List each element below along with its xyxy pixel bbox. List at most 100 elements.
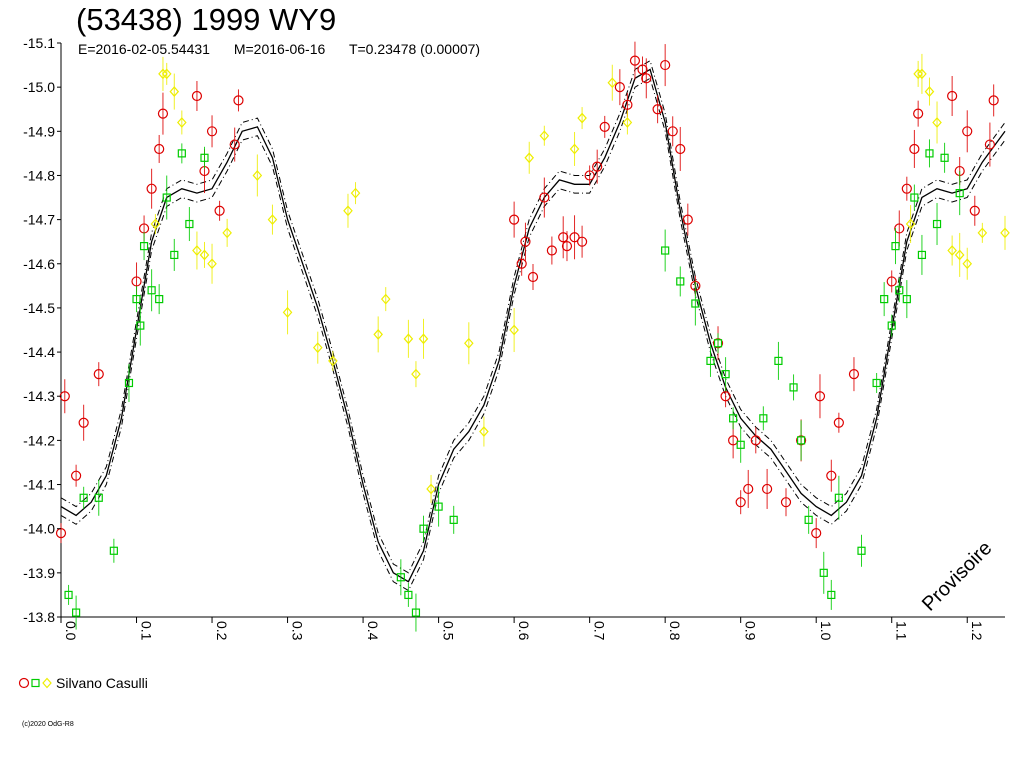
data-point-diamond <box>962 258 973 270</box>
data-point-square <box>925 149 934 158</box>
data-point-circle <box>988 95 999 106</box>
data-point-square <box>902 294 911 304</box>
data-point-square <box>891 242 900 251</box>
data-point-square <box>887 321 896 330</box>
data-point-circle <box>576 236 588 247</box>
data-point-diamond <box>207 258 217 270</box>
x-axis-ticks: 0.0 0.1 0.2 0.3 0.4 0.5 0.6 0.7 0.8 0.9 1.0 1.1 1.2 <box>60 617 985 641</box>
data-point-circle <box>814 391 826 402</box>
data-point-diamond <box>411 368 421 380</box>
data-point-circle <box>894 223 905 234</box>
fit-curve-upper-band <box>60 59 1006 574</box>
data-point-circle <box>622 99 633 110</box>
data-point-square <box>132 294 141 304</box>
data-point-square <box>955 189 964 198</box>
epoch-label: E=2016-02-05.54431 <box>78 41 210 57</box>
data-point-square <box>834 493 843 502</box>
data-point-square <box>136 321 145 330</box>
data-point-circle <box>629 55 641 66</box>
data-point-circle <box>660 59 671 71</box>
chart-title: (53438) 1999 WY9 <box>76 2 337 37</box>
data-point-diamond <box>426 483 436 495</box>
x-tick-label: 0.0 <box>63 621 79 641</box>
fit-curve <box>60 68 1006 583</box>
period-label: T=0.23478 (0.00007) <box>348 41 481 57</box>
y-tick-label: -13.8 <box>23 609 55 625</box>
data-point-circle <box>637 64 648 75</box>
data-point-square <box>162 193 171 202</box>
y-tick-label: -14.7 <box>23 212 55 228</box>
y-tick-label: -14.5 <box>23 300 55 316</box>
y-tick-label: -15.0 <box>23 79 55 95</box>
x-tick-label: 0.5 <box>441 621 457 641</box>
data-point-square <box>721 370 730 379</box>
data-point-circle <box>947 90 958 102</box>
data-point-square <box>706 356 715 366</box>
data-point-square <box>661 246 670 255</box>
data-point-circle <box>969 205 980 216</box>
x-tick-label: 1.0 <box>818 621 834 641</box>
data-point-diamond <box>150 218 161 230</box>
data-point-diamond <box>328 355 338 367</box>
data-point-diamond <box>622 117 633 128</box>
data-point-diamond <box>464 337 474 349</box>
data-point-square <box>185 219 194 229</box>
data-points <box>55 41 1010 632</box>
data-point-square <box>910 193 919 202</box>
data-point-diamond <box>161 68 172 80</box>
data-point-diamond <box>177 117 187 128</box>
data-point-circle <box>78 417 89 428</box>
data-point-square <box>396 573 405 582</box>
data-point-square <box>932 219 942 229</box>
data-point-square <box>109 546 118 555</box>
data-point-diamond <box>158 68 168 80</box>
x-tick-label: 0.3 <box>290 621 306 641</box>
data-point-circle <box>527 271 539 283</box>
data-point-square <box>713 339 723 348</box>
data-point-square <box>759 414 768 423</box>
data-point-square <box>79 493 88 502</box>
data-point-square <box>736 440 745 449</box>
data-point-circle <box>569 232 580 243</box>
y-axis-ticks: -15.1 -15.0 -14.9 -14.8 -14.7 -14.6 -14.5 -14.4… <box>23 35 61 625</box>
data-point-circle <box>886 276 897 287</box>
data-point-circle <box>762 483 773 495</box>
data-point-diamond <box>954 249 965 261</box>
data-point-diamond <box>1000 227 1010 239</box>
data-point-circle <box>520 236 531 247</box>
provisional-watermark: Provisoire <box>918 537 996 615</box>
data-point-circle <box>154 143 165 155</box>
data-point-circle <box>71 470 82 481</box>
data-point-circle <box>682 214 693 225</box>
y-tick-label: -14.3 <box>23 388 55 404</box>
data-point-diamond <box>169 86 180 97</box>
plot-frame <box>60 43 1005 618</box>
data-point-diamond <box>569 143 580 155</box>
y-tick-label: -14.0 <box>23 521 55 537</box>
legend-observer-name: Silvano Casulli <box>56 675 148 691</box>
data-point-diamond <box>577 112 587 124</box>
data-point-square <box>170 250 179 260</box>
data-point-square <box>872 378 881 388</box>
x-tick-label: 1.1 <box>894 621 910 641</box>
data-point-circle <box>811 528 822 539</box>
data-point-circle <box>516 258 527 269</box>
data-point-square <box>449 515 458 524</box>
data-point-diamond <box>913 68 923 80</box>
data-point-circle <box>984 139 995 150</box>
data-point-circle <box>667 126 678 137</box>
data-point-diamond <box>932 117 942 128</box>
copyright-note: (c)2020 OdG-R8 <box>22 721 74 728</box>
data-point-circle <box>675 143 686 155</box>
data-point-square <box>796 436 806 445</box>
data-point-square <box>827 590 836 600</box>
data-point-diamond <box>222 227 232 239</box>
y-tick-label: -13.9 <box>23 565 55 581</box>
data-point-circle <box>901 183 912 194</box>
legend: Silvano Casulli <box>18 675 148 691</box>
data-point-diamond <box>905 218 916 230</box>
data-point-diamond <box>977 227 988 239</box>
data-point-square <box>774 356 783 366</box>
data-point-diamond <box>312 342 323 354</box>
